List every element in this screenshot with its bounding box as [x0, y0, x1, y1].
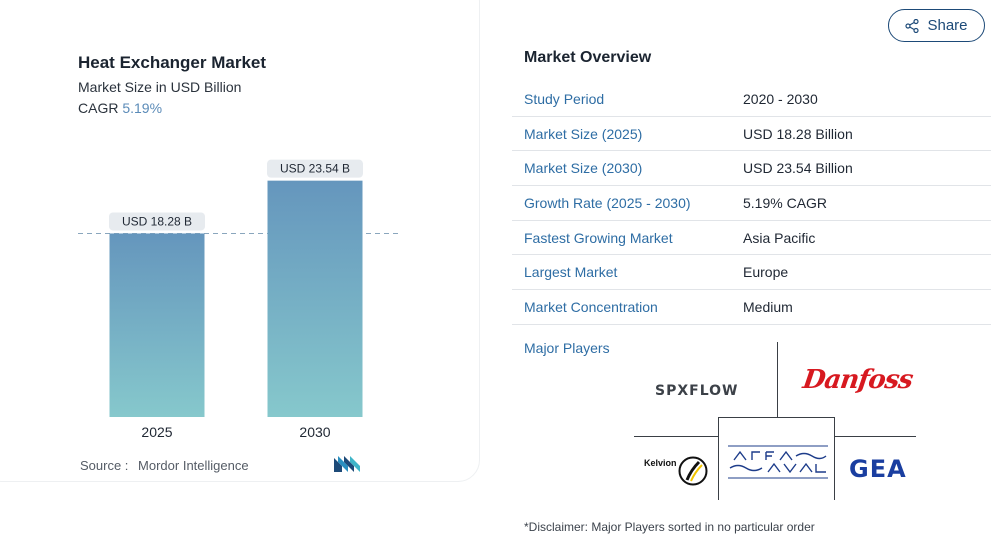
- bar-2025: [109, 233, 205, 417]
- kelvion-mark-icon: [678, 456, 708, 486]
- overview-row-market-size-2030: Market Size (2030) USD 23.54 Billion: [512, 151, 991, 187]
- overview-label: Study Period: [524, 90, 605, 107]
- kelvion-logo: Kelvion: [644, 458, 677, 468]
- overview-label: Market Size (2025): [524, 125, 643, 142]
- data-label-bg: [109, 212, 205, 231]
- overview-value: Asia Pacific: [743, 229, 816, 246]
- overview-label: Market Size (2030): [524, 160, 643, 177]
- overview-row-concentration: Market Concentration Medium: [512, 290, 991, 325]
- bar-2030: [267, 180, 363, 417]
- chart-subtitle: Market Size in USD Billion: [78, 79, 242, 95]
- data-label: USD 18.28 B: [122, 214, 192, 228]
- spxflow-logo: SPXFLOW: [655, 383, 739, 399]
- overview-label: Fastest Growing Market: [524, 229, 673, 246]
- gea-logo: GEA: [849, 455, 907, 483]
- major-players-grid: [634, 342, 916, 500]
- overview-row-market-size-2025: Market Size (2025) USD 18.28 Billion: [512, 117, 991, 152]
- mordor-intelligence-logo: [334, 456, 360, 472]
- source-value: Mordor Intelligence: [138, 458, 249, 473]
- overview-value: Europe: [743, 264, 789, 281]
- bar-chart: USD 18.28 B 2025 USD 23.54 B 2030: [78, 159, 398, 440]
- data-label: USD 23.54 B: [280, 162, 350, 176]
- overview-title: Market Overview: [524, 49, 652, 66]
- overview-row-largest-market: Largest Market Europe: [512, 255, 991, 291]
- chart-card: [0, 0, 480, 482]
- overview-value: Medium: [743, 298, 793, 315]
- overview-value: USD 18.28 Billion: [743, 125, 853, 142]
- overview-table: Study Period 2020 - 2030 Market Size (20…: [512, 82, 991, 325]
- x-tick-label: 2025: [141, 424, 172, 440]
- chart-cagr: CAGR 5.19%: [78, 100, 162, 116]
- chart-title: Heat Exchanger Market: [78, 53, 267, 72]
- overview-label: Market Concentration: [524, 298, 658, 315]
- grid-divider: [777, 342, 778, 417]
- grid-divider: [718, 417, 719, 500]
- overview-label: Growth Rate (2025 - 2030): [524, 194, 691, 211]
- share-label: Share: [927, 17, 968, 34]
- grid-divider: [834, 417, 835, 500]
- overview-value: 2020 - 2030: [743, 90, 818, 107]
- x-tick-label: 2030: [299, 424, 330, 440]
- overview-row-study-period: Study Period 2020 - 2030: [512, 82, 991, 117]
- cagr-value: 5.19%: [122, 100, 163, 116]
- grid-divider: [718, 417, 835, 418]
- danfoss-logo: Danfoss: [800, 365, 915, 395]
- disclaimer: *Disclaimer: Major Players sorted in no …: [524, 520, 815, 534]
- grid-divider: [634, 436, 718, 437]
- cagr-label: CAGR: [78, 100, 119, 116]
- overview-value: 5.19% CAGR: [743, 194, 828, 211]
- share-icon: [905, 18, 920, 33]
- source-label: Source :: [80, 458, 129, 473]
- alfa-laval-logo: [728, 445, 828, 479]
- overview-row-fastest-growing: Fastest Growing Market Asia Pacific: [512, 221, 991, 256]
- overview-label: Largest Market: [524, 264, 618, 281]
- chart-source: Source : Mordor Intelligence: [80, 458, 249, 473]
- overview-value: USD 23.54 Billion: [743, 160, 853, 177]
- share-button[interactable]: Share: [888, 9, 985, 42]
- data-label-bg: [267, 159, 363, 178]
- major-players-label: Major Players: [524, 340, 610, 356]
- overview-row-growth-rate: Growth Rate (2025 - 2030) 5.19% CAGR: [512, 186, 991, 221]
- grid-divider: [834, 436, 916, 437]
